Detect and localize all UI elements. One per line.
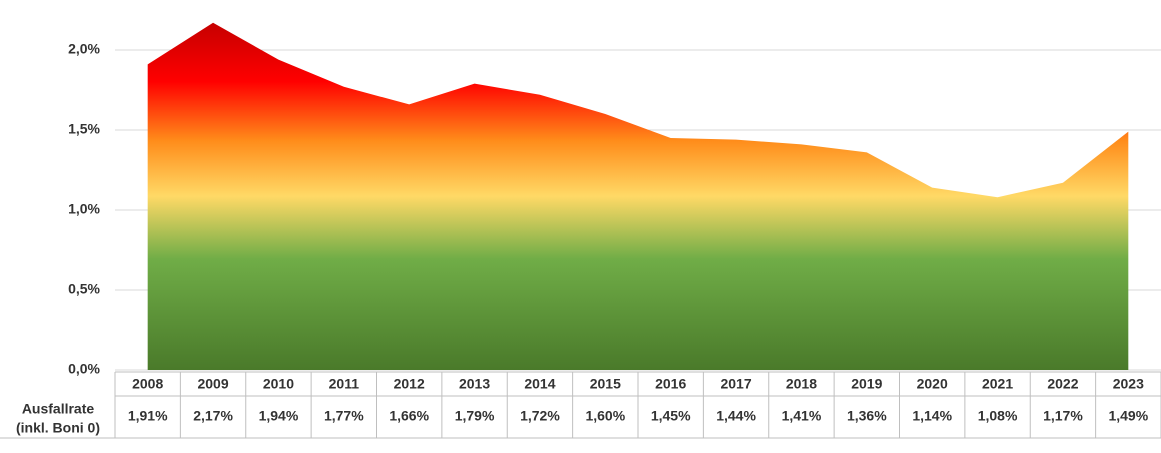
x-tick-label: 2010	[263, 376, 294, 392]
y-tick-label: 1,0%	[68, 201, 100, 217]
x-tick-label: 2023	[1113, 376, 1144, 392]
y-tick-label: 0,5%	[68, 281, 100, 297]
y-tick-label: 0,0%	[68, 361, 100, 377]
value-label: 1,17%	[1043, 408, 1083, 424]
value-label: 1,79%	[455, 408, 495, 424]
value-label: 1,91%	[128, 408, 168, 424]
value-label: 1,45%	[651, 408, 691, 424]
value-label: 1,08%	[978, 408, 1018, 424]
x-tick-label: 2015	[590, 376, 621, 392]
value-label: 1,49%	[1108, 408, 1148, 424]
value-label: 1,94%	[259, 408, 299, 424]
x-tick-label: 2014	[524, 376, 555, 392]
x-tick-label: 2019	[851, 376, 882, 392]
value-label: 1,14%	[912, 408, 952, 424]
x-tick-label: 2008	[132, 376, 163, 392]
value-label: 1,41%	[782, 408, 822, 424]
x-tick-label: 2013	[459, 376, 490, 392]
value-label: 2,17%	[193, 408, 233, 424]
y-tick-label: 1,5%	[68, 121, 100, 137]
row-label: (inkl. Boni 0)	[16, 420, 100, 436]
x-tick-label: 2020	[917, 376, 948, 392]
value-label: 1,44%	[716, 408, 756, 424]
x-tick-label: 2012	[394, 376, 425, 392]
x-tick-label: 2009	[197, 376, 228, 392]
y-tick-label: 2,0%	[68, 41, 100, 57]
value-label: 1,77%	[324, 408, 364, 424]
x-tick-label: 2021	[982, 376, 1013, 392]
row-label: Ausfallrate	[22, 401, 95, 417]
x-tick-label: 2018	[786, 376, 817, 392]
area	[148, 23, 1129, 370]
value-label: 1,66%	[389, 408, 429, 424]
x-tick-label: 2016	[655, 376, 686, 392]
x-tick-label: 2011	[329, 376, 360, 392]
value-label: 1,60%	[585, 408, 625, 424]
value-label: 1,36%	[847, 408, 887, 424]
chart: 0,0% 0,5% 1,0% 1,5% 2,0% 2008 1,91% 2009 2,17% 20…	[0, 0, 1161, 448]
value-label: 1,72%	[520, 408, 560, 424]
x-tick-label: 2022	[1047, 376, 1078, 392]
x-tick-label: 2017	[720, 376, 751, 392]
